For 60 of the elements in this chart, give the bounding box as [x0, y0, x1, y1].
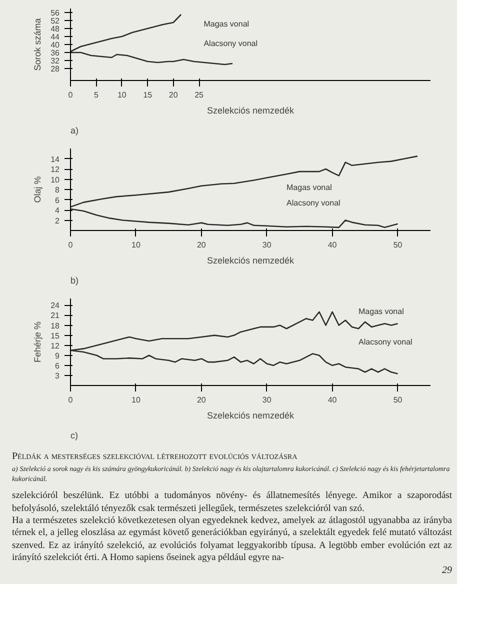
x-tick-label: 10 [117, 90, 127, 100]
text: b) [70, 276, 79, 286]
text: Példák a mesterséges szelekcióval létrehozott evolúciós változásra [12, 450, 298, 464]
y-tick-label: 14 [50, 154, 60, 164]
annotation: Magas vonal [204, 20, 250, 29]
x-tick-label: 30 [262, 240, 272, 250]
y-tick-label: 15 [50, 331, 60, 340]
y-tick-label: 12 [50, 341, 60, 350]
x-tick-label: 0 [68, 90, 74, 100]
x-tick-label: 10 [132, 240, 141, 250]
x-axis-title: Szelekciós nemzedék [206, 256, 295, 266]
y-tick-label: 21 [50, 311, 60, 320]
y-tick-label: 10 [50, 175, 60, 184]
text: szelekcióról beszélünk. Ez utóbbi a tudományos növény- és állatnemesítés lényege. Amikor a szaporodást befolyásoló, szelektáló tényezők csak természeti jellegűek, természetes szelekcióról van szó. [12, 490, 452, 515]
annotation: Alacsony vonal [204, 39, 258, 48]
x-axis-title: Szelekciós nemzedék [206, 106, 295, 116]
text: c) [70, 430, 78, 440]
y-tick-label: 3 [55, 371, 60, 380]
x-tick-label: 5 [94, 90, 99, 100]
y-axis-title: Sorok száma [32, 18, 43, 71]
x-tick-label: 0 [68, 240, 74, 250]
text: 29 [441, 564, 452, 578]
x-tick-label: 40 [328, 240, 338, 250]
y-tick-label: 52 [50, 16, 60, 26]
x-tick-label: 50 [393, 396, 403, 404]
x-axis-title: Szelekciós nemzedék [206, 410, 295, 420]
annotation: Alacsony vonal [286, 198, 341, 208]
y-axis-title: Olaj % [32, 176, 43, 203]
y-tick-label: 28 [50, 64, 60, 74]
y-axis-title: Fehérje % [32, 321, 43, 363]
x-tick-label: 0 [68, 396, 74, 404]
annotation: Magas vonal [358, 306, 404, 316]
y-tick-label: 32 [50, 56, 60, 66]
y-tick-label: 2 [55, 216, 60, 226]
x-tick-label: 40 [328, 396, 338, 404]
x-tick-label: 15 [143, 90, 153, 100]
annotation: Alacsony vonal [358, 337, 413, 346]
x-tick-label: 50 [393, 240, 403, 250]
x-tick-label: 25 [194, 90, 204, 100]
x-tick-label: 10 [132, 396, 141, 404]
x-tick-label: 20 [196, 240, 206, 250]
annotation: Magas vonal [286, 182, 332, 192]
x-tick-label: 30 [262, 396, 272, 404]
y-tick-label: 24 [50, 301, 60, 310]
y-tick-label: 40 [50, 40, 60, 50]
y-tick-label: 4 [55, 206, 60, 215]
y-tick-label: 44 [50, 32, 60, 42]
y-tick-label: 56 [50, 8, 60, 18]
x-tick-label: 20 [168, 90, 178, 100]
y-tick-label: 36 [50, 48, 60, 58]
y-tick-label: 12 [50, 165, 60, 174]
y-tick-label: 6 [55, 196, 60, 205]
text: Ha a természetes szelekció következetesen olyan egyedeknek kedvez, amelyek az átlagostól ugyanabba az irányba térnek el, a jelleg eloszlása az egymást követő generációkban egyirányú, a szelektált egyedek felé mutató változást szenved. Ez az irányító szelekció, az evolúciós folyamat leggyakoribb típusa. A legtöbb ember evolúción ezt az irányító szelekciót érti. A Homo sapiens őseinek agya például egyre na- [12, 514, 452, 564]
y-tick-label: 18 [50, 321, 60, 330]
y-tick-label: 8 [55, 186, 60, 194]
y-tick-label: 6 [55, 361, 60, 370]
y-tick-label: 9 [55, 351, 60, 360]
text: a) [70, 126, 79, 136]
y-tick-label: 48 [50, 24, 60, 34]
x-tick-label: 20 [196, 396, 206, 404]
